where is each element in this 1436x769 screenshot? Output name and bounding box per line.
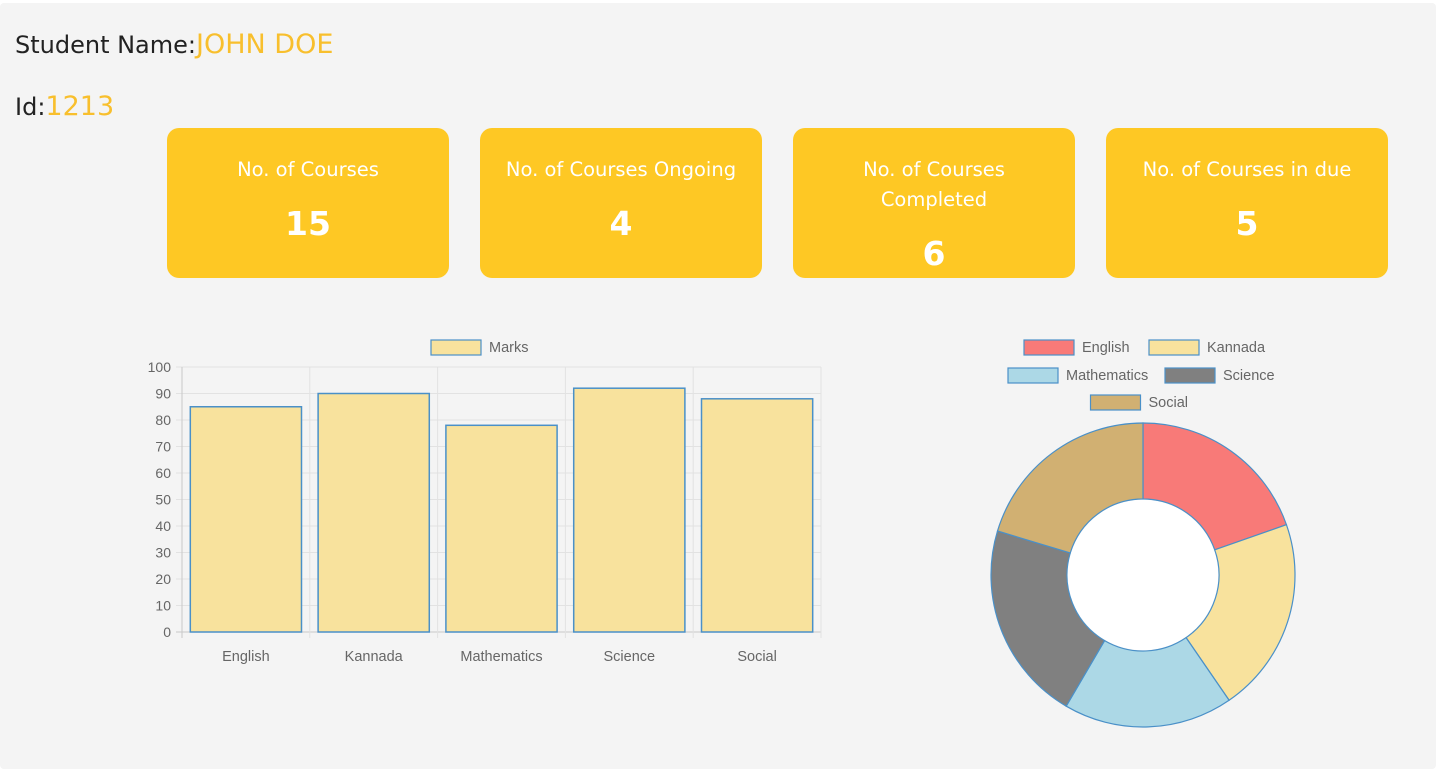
legend-swatch xyxy=(1023,339,1075,356)
x-tick-label: English xyxy=(222,649,270,665)
legend-swatch xyxy=(1089,394,1142,411)
card-title: No. of Courses Completed xyxy=(863,158,1005,211)
legend-label: Marks xyxy=(489,340,528,356)
bar-chart-legend: Marks xyxy=(430,339,528,356)
marks-bar-chart: 0 10 20 30 40 50 60 70 80 90 100 English Kannada Math… xyxy=(148,339,822,665)
card-completed-courses: No. of Courses Completed 6 xyxy=(793,128,1075,278)
slice-kannada xyxy=(1185,523,1296,702)
y-tick-label: 0 xyxy=(163,624,171,640)
student-name-label: Student Name: xyxy=(15,31,196,59)
student-id-label: Id: xyxy=(15,93,46,121)
bar-english xyxy=(189,406,303,633)
legend-label: Mathematics xyxy=(1066,368,1148,384)
slice-social xyxy=(996,422,1144,554)
student-name-value: JOHN DOE xyxy=(196,29,334,60)
legend-label: Social xyxy=(1149,395,1189,411)
bar-kannada xyxy=(317,392,431,633)
card-value: 6 xyxy=(922,234,946,273)
student-id-value: 1213 xyxy=(45,91,115,122)
slice-english xyxy=(1142,422,1288,551)
legend-swatch xyxy=(1148,339,1200,356)
card-title: No. of Courses in due xyxy=(1142,158,1352,181)
y-tick-label: 50 xyxy=(155,492,171,508)
student-name-line: Student Name:JOHN DOE xyxy=(15,29,333,60)
y-tick-label: 20 xyxy=(155,571,171,587)
doughnut-hole xyxy=(1067,499,1219,651)
legend-label: English xyxy=(1082,340,1130,356)
slice-science xyxy=(990,530,1106,707)
marks-doughnut-chart: English Kannada Mathematics Science Social xyxy=(990,339,1296,728)
legend-label: Kannada xyxy=(1207,340,1266,356)
y-tick-label: 80 xyxy=(155,412,171,428)
legend-swatch xyxy=(430,339,482,356)
x-tick-label: Mathematics xyxy=(460,649,542,665)
y-tick-label: 10 xyxy=(155,598,171,614)
card-value: 4 xyxy=(609,204,633,243)
x-tick-label: Social xyxy=(737,649,777,665)
legend-swatch xyxy=(1007,367,1059,384)
card-ongoing-courses: No. of Courses Ongoing 4 xyxy=(480,128,762,278)
doughnut-legend: English Kannada Mathematics Science Social xyxy=(1007,339,1275,411)
y-tick-label: 90 xyxy=(155,386,171,402)
y-tick-label: 100 xyxy=(148,359,172,375)
y-tick-label: 70 xyxy=(155,439,171,455)
bar-mathematics xyxy=(445,424,558,633)
legend-label: Science xyxy=(1223,368,1275,384)
student-id-line: Id:1213 xyxy=(15,91,114,122)
slice-mathematics xyxy=(1065,636,1230,728)
legend-swatch xyxy=(1164,367,1216,384)
card-total-courses: No. of Courses 15 xyxy=(167,128,449,278)
y-tick-label: 30 xyxy=(155,545,171,561)
y-tick-label: 60 xyxy=(155,465,171,481)
card-title: No. of Courses xyxy=(237,158,379,181)
card-value: 15 xyxy=(285,204,331,243)
card-title: No. of Courses Ongoing xyxy=(505,158,737,181)
card-value: 5 xyxy=(1235,204,1259,243)
bar-science xyxy=(572,387,686,633)
y-tick-label: 40 xyxy=(155,518,171,534)
x-tick-label: Kannada xyxy=(345,649,404,665)
card-due-courses: No. of Courses in due 5 xyxy=(1106,128,1388,278)
x-tick-label: Science xyxy=(604,649,656,665)
bar-social xyxy=(700,398,814,633)
